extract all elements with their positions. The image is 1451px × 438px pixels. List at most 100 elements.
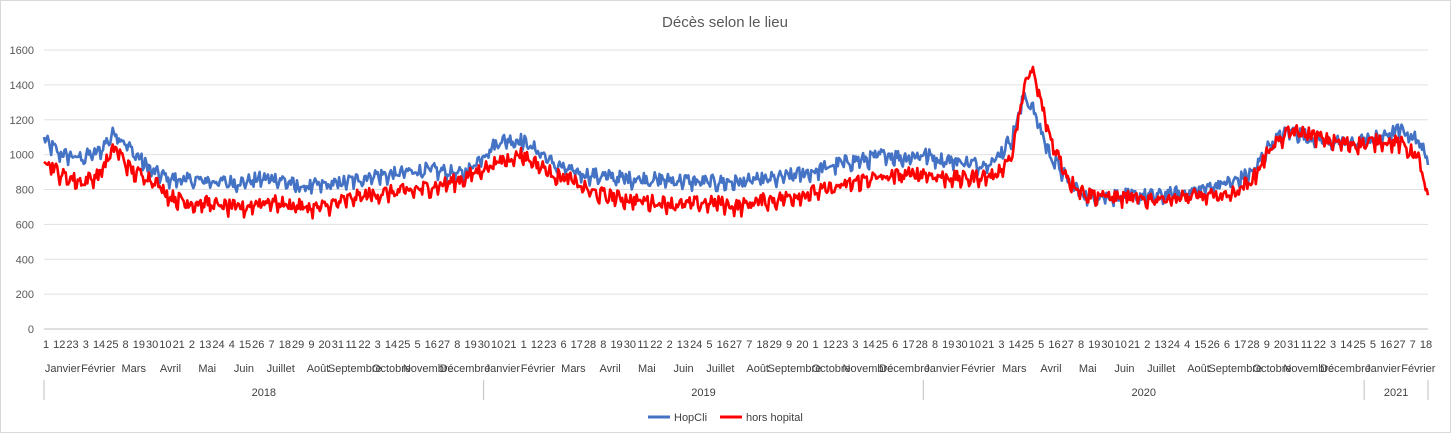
x-month-label: Décembre xyxy=(1320,363,1371,375)
x-day-tick-label: 27 xyxy=(1393,339,1405,351)
x-month-label: Janvier xyxy=(1365,363,1401,375)
x-month-label: Août xyxy=(1187,363,1210,375)
x-month-label: Octobre xyxy=(812,363,851,375)
x-month-label: Novembre xyxy=(403,363,454,375)
x-day-tick-label: 11 xyxy=(345,339,356,351)
x-month-label: Septembre xyxy=(768,363,822,375)
legend-label: hors hopital xyxy=(746,412,803,424)
x-day-tick-label: 19 xyxy=(133,339,145,351)
x-day-tick-label: 26 xyxy=(252,339,264,351)
x-day-tick-label: 4 xyxy=(1184,339,1190,351)
x-month-label: Décembre xyxy=(879,363,930,375)
x-day-tick-label: 3 xyxy=(998,339,1004,351)
x-month-label: Juin xyxy=(1114,363,1134,375)
x-day-tick-label: 10 xyxy=(491,339,503,351)
x-month-label: Juin xyxy=(234,363,254,375)
x-day-tick-label: 14 xyxy=(863,339,875,351)
x-day-tick-label: 18 xyxy=(756,339,768,351)
x-day-tick-label: 7 xyxy=(746,339,752,351)
x-day-tick-label: 1 xyxy=(521,339,527,351)
x-day-tick-label: 21 xyxy=(982,339,994,351)
x-month-label: Août xyxy=(307,363,330,375)
x-month-label: Mars xyxy=(561,363,586,375)
x-day-tick-label: 8 xyxy=(123,339,129,351)
x-day-tick-label: 22 xyxy=(650,339,662,351)
x-day-tick-label: 28 xyxy=(916,339,928,351)
x-day-tick-label: 5 xyxy=(1370,339,1376,351)
x-month-label: Mars xyxy=(1002,363,1027,375)
x-day-tick-label: 17 xyxy=(902,339,914,351)
x-month-label: Septembre xyxy=(1208,363,1262,375)
x-day-tick-label: 23 xyxy=(544,339,556,351)
x-day-tick-label: 27 xyxy=(438,339,450,351)
x-day-tick-label: 25 xyxy=(1022,339,1034,351)
x-day-tick-label: 12 xyxy=(531,339,543,351)
x-day-tick-label: 10 xyxy=(159,339,171,351)
x-day-tick-label: 24 xyxy=(1168,339,1180,351)
x-day-tick-label: 26 xyxy=(1208,339,1220,351)
y-tick-label: 400 xyxy=(16,254,34,266)
x-day-tick-label: 27 xyxy=(730,339,742,351)
legend-label: HopCli xyxy=(674,412,707,424)
x-month-label: Janvier xyxy=(924,363,960,375)
x-day-tick-label: 13 xyxy=(199,339,211,351)
x-month-label: Février xyxy=(1401,363,1436,375)
x-day-tick-label: 7 xyxy=(1410,339,1416,351)
x-month-label: Octobre xyxy=(1252,363,1291,375)
x-day-tick-label: 5 xyxy=(1038,339,1044,351)
x-day-tick-label: 20 xyxy=(1274,339,1286,351)
x-day-tick-label: 30 xyxy=(955,339,967,351)
x-day-tick-label: 7 xyxy=(269,339,275,351)
x-month-label: Novembre xyxy=(843,363,894,375)
x-month-label: Avril xyxy=(600,363,621,375)
x-day-tick-label: 22 xyxy=(358,339,370,351)
x-year-label: 2021 xyxy=(1384,387,1408,399)
x-day-tick-label: 29 xyxy=(770,339,782,351)
x-day-tick-label: 21 xyxy=(504,339,516,351)
x-day-tick-label: 3 xyxy=(83,339,89,351)
y-tick-label: 1400 xyxy=(10,80,34,92)
x-year-label: 2019 xyxy=(691,387,715,399)
x-day-tick-label: 6 xyxy=(560,339,566,351)
x-day-tick-label: 24 xyxy=(690,339,702,351)
x-month-label: Avril xyxy=(160,363,181,375)
x-day-tick-label: 14 xyxy=(93,339,105,351)
x-day-tick-label: 1 xyxy=(813,339,819,351)
x-month-label: Février xyxy=(961,363,996,375)
x-day-tick-label: 13 xyxy=(1154,339,1166,351)
x-day-tick-label: 3 xyxy=(375,339,381,351)
x-month-label: Avril xyxy=(1040,363,1061,375)
x-day-tick-label: 6 xyxy=(1224,339,1230,351)
x-day-tick-label: 11 xyxy=(1301,339,1312,351)
x-day-tick-label: 8 xyxy=(1078,339,1084,351)
x-day-tick-label: 13 xyxy=(677,339,689,351)
x-month-label: Février xyxy=(521,363,556,375)
x-day-tick-label: 11 xyxy=(637,339,648,351)
x-day-tick-label: 10 xyxy=(1115,339,1127,351)
x-day-tick-label: 16 xyxy=(425,339,437,351)
x-day-tick-label: 29 xyxy=(292,339,304,351)
x-month-label: Mars xyxy=(122,363,147,375)
x-day-tick-label: 4 xyxy=(229,339,235,351)
x-day-tick-label: 15 xyxy=(239,339,251,351)
x-day-tick-label: 5 xyxy=(414,339,420,351)
x-month-label: Août xyxy=(746,363,769,375)
x-day-tick-label: 21 xyxy=(173,339,185,351)
x-month-label: Juin xyxy=(674,363,694,375)
x-day-tick-label: 23 xyxy=(66,339,78,351)
x-month-label: Mai xyxy=(198,363,216,375)
x-day-tick-label: 28 xyxy=(1247,339,1259,351)
x-month-label: Février xyxy=(81,363,116,375)
x-day-tick-label: 23 xyxy=(836,339,848,351)
x-day-tick-label: 30 xyxy=(1101,339,1113,351)
x-day-tick-label: 27 xyxy=(1062,339,1074,351)
x-day-tick-label: 14 xyxy=(1009,339,1021,351)
x-day-tick-label: 9 xyxy=(308,339,314,351)
x-month-label: Novembre xyxy=(1283,363,1334,375)
series-line-hors-hopital xyxy=(43,65,1430,220)
y-tick-label: 1200 xyxy=(10,115,34,127)
x-day-tick-label: 25 xyxy=(876,339,888,351)
x-day-tick-label: 20 xyxy=(796,339,808,351)
